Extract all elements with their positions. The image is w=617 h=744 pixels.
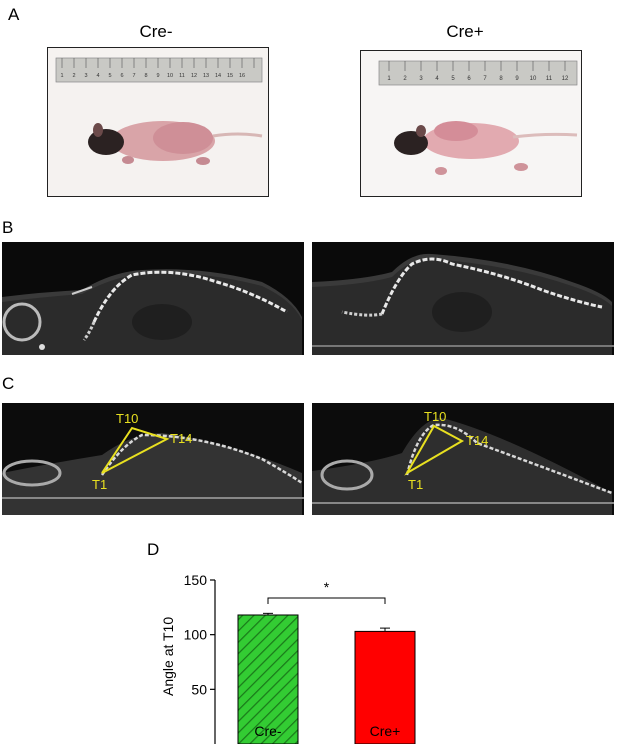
ruler-number: 9 bbox=[515, 76, 519, 82]
cre-minus-ct-angle: T10 T14 T1 bbox=[2, 403, 304, 515]
cre-plus-mouse-photo: 1 2 3 4 5 6 7 8 9 10 11 12 bbox=[360, 50, 582, 197]
cre-plus-title: Cre+ bbox=[446, 22, 484, 41]
y-tick-label: 150 bbox=[184, 572, 208, 588]
ruler-number: 1 bbox=[387, 76, 391, 82]
ruler-number: 13 bbox=[203, 73, 209, 79]
y-tick-label: 50 bbox=[191, 681, 207, 697]
ruler-number: 12 bbox=[562, 76, 569, 82]
ruler-number: 10 bbox=[167, 73, 173, 79]
ruler-number: 1 bbox=[60, 73, 63, 79]
ruler-number: 4 bbox=[435, 76, 439, 82]
ruler-number: 15 bbox=[227, 73, 233, 79]
ruler-number: 2 bbox=[72, 73, 75, 79]
ruler-number: 3 bbox=[419, 76, 423, 82]
y-axis-label: Angle at T10 bbox=[160, 616, 176, 696]
angle-bar-chart: 50 100 150 Cre- Cre+ * bbox=[150, 560, 450, 744]
ruler-number: 5 bbox=[451, 76, 455, 82]
ruler-number: 8 bbox=[144, 73, 147, 79]
ruler-number: 5 bbox=[108, 73, 111, 79]
panel-c-label: C bbox=[2, 374, 15, 393]
ruler-number: 7 bbox=[132, 73, 135, 79]
label-t10: T10 bbox=[424, 409, 446, 424]
label-t1: T1 bbox=[408, 477, 423, 492]
label-t14: T14 bbox=[170, 431, 192, 446]
ruler-number: 6 bbox=[120, 73, 123, 79]
cre-minus-ct-scan bbox=[2, 242, 304, 355]
cre-minus-title: Cre- bbox=[139, 22, 173, 41]
y-tick-label: 100 bbox=[184, 627, 208, 643]
ruler-number: 8 bbox=[499, 76, 503, 82]
ruler-number: 3 bbox=[84, 73, 87, 79]
label-t14: T14 bbox=[466, 433, 488, 448]
panel-a-label: A bbox=[8, 5, 20, 24]
panel-d-label: D bbox=[147, 540, 160, 559]
ruler-number: 11 bbox=[546, 76, 553, 82]
ruler-number: 12 bbox=[191, 73, 197, 79]
bar-label: Cre- bbox=[254, 723, 282, 739]
cre-plus-ct-scan bbox=[312, 242, 614, 355]
significance-bracket bbox=[267, 597, 386, 604]
ruler-number: 9 bbox=[156, 73, 159, 79]
ruler-number: 4 bbox=[96, 73, 99, 79]
ruler-number: 10 bbox=[530, 76, 537, 82]
label-t1: T1 bbox=[92, 477, 107, 492]
bar-cre-minus bbox=[237, 614, 299, 744]
panel-b-label: B bbox=[2, 218, 14, 237]
ruler-number: 2 bbox=[403, 76, 407, 82]
bar-label: Cre+ bbox=[370, 723, 401, 739]
ruler-number: 11 bbox=[179, 73, 185, 79]
cre-minus-mouse-photo: 1 2 3 4 5 6 7 8 9 10 11 12 13 14 15 16 bbox=[47, 47, 269, 197]
cre-plus-ct-angle: T10 T14 T1 bbox=[312, 403, 614, 515]
ruler-number: 16 bbox=[239, 73, 245, 79]
ruler-number: 14 bbox=[215, 73, 221, 79]
ruler-number: 7 bbox=[483, 76, 487, 82]
ruler-number: 6 bbox=[467, 76, 471, 82]
significance-star: * bbox=[324, 579, 330, 595]
label-t10: T10 bbox=[116, 411, 138, 426]
